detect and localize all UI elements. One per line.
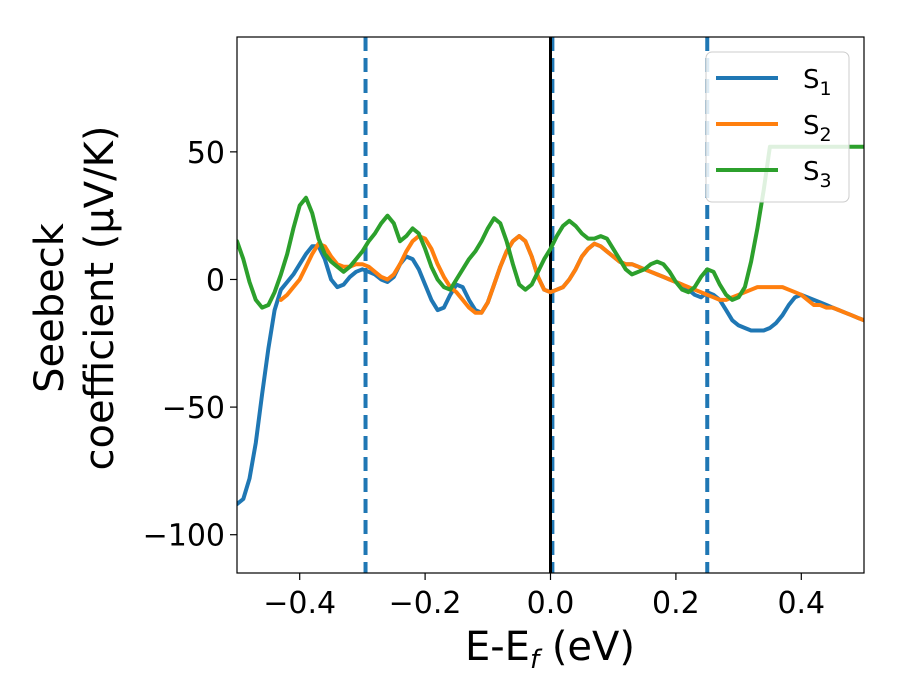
series-line-s2 — [278, 234, 864, 323]
y-axis-title-line2: coefficient (μV/K) — [77, 126, 123, 471]
x-tick-label: −0.4 — [263, 586, 336, 621]
x-tick-label: 0.2 — [652, 586, 700, 621]
x-tick-label: 0.0 — [527, 586, 575, 621]
y-tick-label: −100 — [143, 519, 225, 554]
x-tick-label: 0.4 — [777, 586, 825, 621]
y-tick-label: −50 — [162, 391, 225, 426]
y-axis-title-line1: Seebeck — [27, 222, 73, 393]
series-lines — [237, 144, 864, 507]
y-axis: 50 0 −50 −100 — [143, 136, 237, 554]
legend-label-s2: S2 — [803, 111, 832, 146]
x-tick-label: −0.2 — [389, 586, 462, 621]
legend-label-s3: S3 — [803, 157, 832, 192]
y-tick-label: 50 — [187, 136, 225, 171]
legend-subscript: 1 — [820, 78, 832, 100]
x-axis-title: E-Ef (eV) — [465, 624, 635, 675]
legend-label-s1: S1 — [803, 65, 832, 100]
reference-lines — [363, 37, 710, 573]
legend-subscript: 3 — [820, 170, 832, 192]
legend: S1 S2 S3 — [705, 51, 850, 203]
y-tick-label: 0 — [206, 263, 225, 298]
x-axis: −0.4 −0.2 0.0 0.2 0.4 — [263, 573, 825, 621]
legend-box — [705, 51, 850, 203]
x-axis-title-unit: (eV) — [539, 624, 635, 670]
legend-subscript: 2 — [820, 124, 832, 146]
series-line-s3 — [237, 144, 864, 310]
